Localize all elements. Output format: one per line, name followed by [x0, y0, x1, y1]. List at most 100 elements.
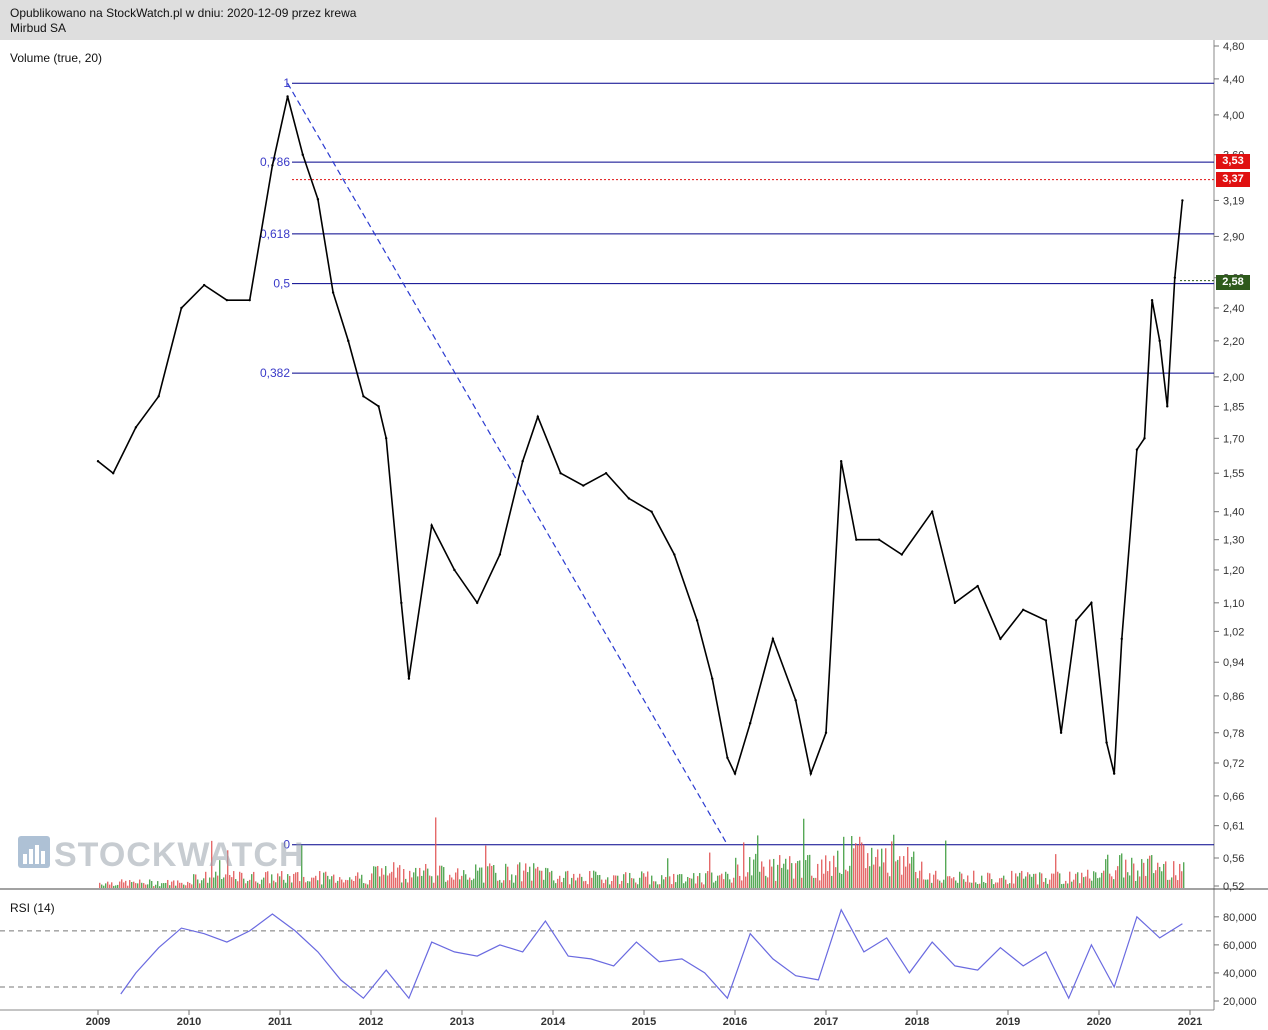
volume-bar	[691, 878, 693, 888]
price-point	[1090, 601, 1093, 605]
volume-bar	[967, 875, 969, 888]
volume-bar	[1067, 883, 1069, 888]
volume-bar	[235, 879, 237, 888]
volume-bar	[287, 874, 289, 888]
volume-bar	[597, 875, 599, 888]
volume-bar	[157, 881, 159, 888]
volume-bar	[1145, 875, 1147, 888]
volume-bar	[439, 865, 441, 888]
price-point	[271, 164, 274, 167]
volume-bar	[1015, 873, 1017, 888]
volume-bar	[1093, 871, 1095, 888]
volume-bar	[343, 882, 345, 888]
volume-bar	[299, 881, 301, 888]
volume-bar	[1057, 871, 1059, 888]
volume-bar	[891, 841, 893, 888]
volume-bar	[811, 875, 813, 888]
volume-bar	[1169, 879, 1171, 888]
fib-level-label: 1	[283, 76, 290, 90]
volume-bar	[871, 847, 873, 888]
volume-bar	[703, 884, 705, 888]
volume-bar	[121, 879, 123, 888]
volume-bar	[339, 877, 341, 888]
volume-bar	[239, 871, 241, 888]
volume-bar	[775, 880, 777, 888]
volume-bar	[151, 881, 153, 888]
volume-bar	[651, 875, 653, 888]
volume-bar	[677, 874, 679, 888]
volume-bar	[771, 866, 773, 888]
volume-bar	[545, 867, 547, 888]
volume-bar	[359, 878, 361, 888]
volume-bar	[919, 870, 921, 888]
volume-bar	[395, 877, 397, 888]
volume-bar	[515, 875, 517, 888]
volume-bar	[855, 843, 857, 888]
volume-bar	[1079, 883, 1081, 888]
volume-bar	[915, 871, 917, 888]
volume-bar	[129, 880, 131, 888]
y-tick-label: 1,85	[1223, 401, 1244, 413]
volume-bar	[187, 881, 189, 888]
volume-bar	[577, 877, 579, 888]
volume-bar	[497, 880, 499, 888]
volume-bar	[637, 884, 639, 888]
volume-bar	[141, 882, 143, 888]
volume-bar	[357, 872, 359, 888]
volume-bar	[403, 869, 405, 888]
volume-bar	[633, 878, 635, 888]
volume-bar	[549, 872, 551, 888]
volume-bar	[263, 877, 265, 888]
volume-bar	[983, 882, 985, 888]
volume-bar	[1053, 873, 1055, 888]
watermark-logo-icon	[18, 836, 50, 868]
price-point	[498, 553, 502, 556]
volume-bar	[931, 882, 933, 888]
volume-bar	[981, 875, 983, 888]
volume-bar	[793, 878, 795, 888]
volume-bar	[943, 879, 945, 888]
volume-bar	[737, 864, 739, 888]
volume-bar	[933, 874, 935, 888]
volume-bar	[947, 876, 949, 888]
volume-bar	[605, 879, 607, 888]
volume-bar	[229, 875, 231, 888]
volume-bar	[877, 849, 879, 888]
y-tick-label: 0,94	[1223, 657, 1244, 669]
volume-bar	[371, 873, 373, 888]
volume-bar	[1141, 859, 1143, 888]
volume-bar	[797, 860, 799, 888]
volume-bar	[835, 867, 837, 888]
volume-bar	[1109, 873, 1111, 888]
price-point	[225, 298, 229, 302]
volume-bar	[453, 879, 455, 888]
volume-bar	[101, 884, 103, 888]
y-tick-label: 3,19	[1223, 195, 1244, 207]
volume-bar	[567, 870, 569, 888]
volume-bar	[559, 875, 561, 888]
price-point	[1059, 731, 1063, 734]
volume-bar	[903, 856, 905, 888]
volume-bar	[1157, 862, 1159, 888]
price-point	[400, 601, 403, 605]
y-tick-label: 4,80	[1223, 41, 1244, 53]
watermark-text: STOCKWATCH	[54, 836, 305, 874]
volume-bar	[963, 879, 965, 888]
volume-bar	[507, 866, 509, 888]
volume-bar	[267, 871, 269, 888]
volume-bar	[809, 854, 811, 888]
header-bar: Opublikowano na StockWatch.pl w dniu: 20…	[0, 0, 1268, 40]
volume-bar	[913, 851, 915, 888]
volume-bar	[1039, 872, 1041, 888]
volume-bar	[1121, 853, 1123, 888]
volume-bar	[603, 883, 605, 888]
price-point	[953, 601, 957, 605]
volume-bar	[951, 878, 953, 888]
y-tick-label: 4,40	[1223, 74, 1244, 86]
volume-bar	[615, 875, 617, 888]
fibonacci-levels: 1 0,786 0,618 0,5 0,382 0	[260, 76, 1214, 852]
volume-bar	[787, 869, 789, 888]
volume-bar	[189, 882, 191, 888]
volume-bar	[783, 863, 785, 888]
